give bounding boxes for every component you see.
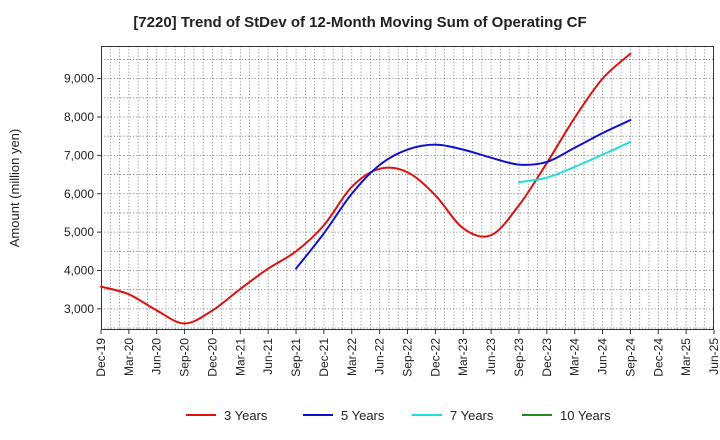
x-tick-label: Jun-22 bbox=[373, 338, 387, 375]
x-tick-label: Dec-24 bbox=[651, 338, 665, 377]
legend: 3 Years 5 Years 7 Years 10 Years bbox=[186, 408, 611, 423]
y-tick-label: 8,000 bbox=[64, 110, 94, 124]
legend-label-3-years: 3 Years bbox=[224, 408, 268, 423]
x-tick-label: Dec-21 bbox=[317, 338, 331, 377]
x-tick-label: Dec-23 bbox=[540, 338, 554, 377]
series-line-3-years bbox=[100, 52, 632, 325]
x-tick-label: Sep-22 bbox=[401, 338, 415, 377]
x-tick-label: Mar-24 bbox=[568, 338, 582, 376]
y-axis-label: Amount (million yen) bbox=[7, 129, 22, 248]
x-tick-label: Sep-20 bbox=[178, 338, 192, 377]
chart-title: [7220] Trend of StDev of 12-Month Moving… bbox=[133, 14, 587, 31]
legend-label-10-years: 10 Years bbox=[560, 408, 611, 423]
x-tick-label: Dec-19 bbox=[94, 338, 108, 377]
x-tick-label: Sep-23 bbox=[512, 338, 526, 377]
x-tick-label: Mar-23 bbox=[456, 338, 470, 376]
plot-border bbox=[101, 46, 714, 330]
x-tick-label: Mar-22 bbox=[345, 338, 359, 376]
x-tick-label: Mar-20 bbox=[122, 338, 136, 376]
x-tick-label: Sep-24 bbox=[623, 338, 637, 377]
x-tick-label: Jun-23 bbox=[484, 338, 498, 375]
series-line-7-years bbox=[517, 140, 632, 184]
x-tick-label: Mar-21 bbox=[233, 338, 247, 376]
series-layer bbox=[100, 52, 632, 325]
y-tick-label: 9,000 bbox=[64, 72, 94, 86]
x-tick-label: Dec-20 bbox=[205, 338, 219, 377]
y-tick-label: 6,000 bbox=[64, 187, 94, 201]
x-tick-label: Dec-22 bbox=[428, 338, 442, 377]
x-tick-label: Jun-21 bbox=[261, 338, 275, 375]
legend-label-7-years: 7 Years bbox=[450, 408, 494, 423]
x-tick-label: Jun-20 bbox=[150, 338, 164, 375]
x-axis: Dec-19 Mar-20 Jun-20 Sep-20 Dec-20 Mar-21 Jun-… bbox=[94, 330, 720, 377]
y-tick-label: 4,000 bbox=[64, 264, 94, 278]
y-axis: 3,000 4,000 5,000 6,000 7,000 8,000 9,000 bbox=[64, 72, 101, 316]
x-tick-label: Jun-24 bbox=[596, 338, 610, 375]
y-tick-label: 7,000 bbox=[64, 148, 94, 162]
x-tick-label: Mar-25 bbox=[679, 338, 693, 376]
x-tick-label: Jun-25 bbox=[707, 338, 720, 375]
y-tick-label: 3,000 bbox=[64, 302, 94, 316]
y-tick-label: 5,000 bbox=[64, 225, 94, 239]
series-line-5-years bbox=[295, 119, 632, 270]
x-tick-label: Sep-21 bbox=[289, 338, 303, 377]
legend-label-5-years: 5 Years bbox=[341, 408, 385, 423]
